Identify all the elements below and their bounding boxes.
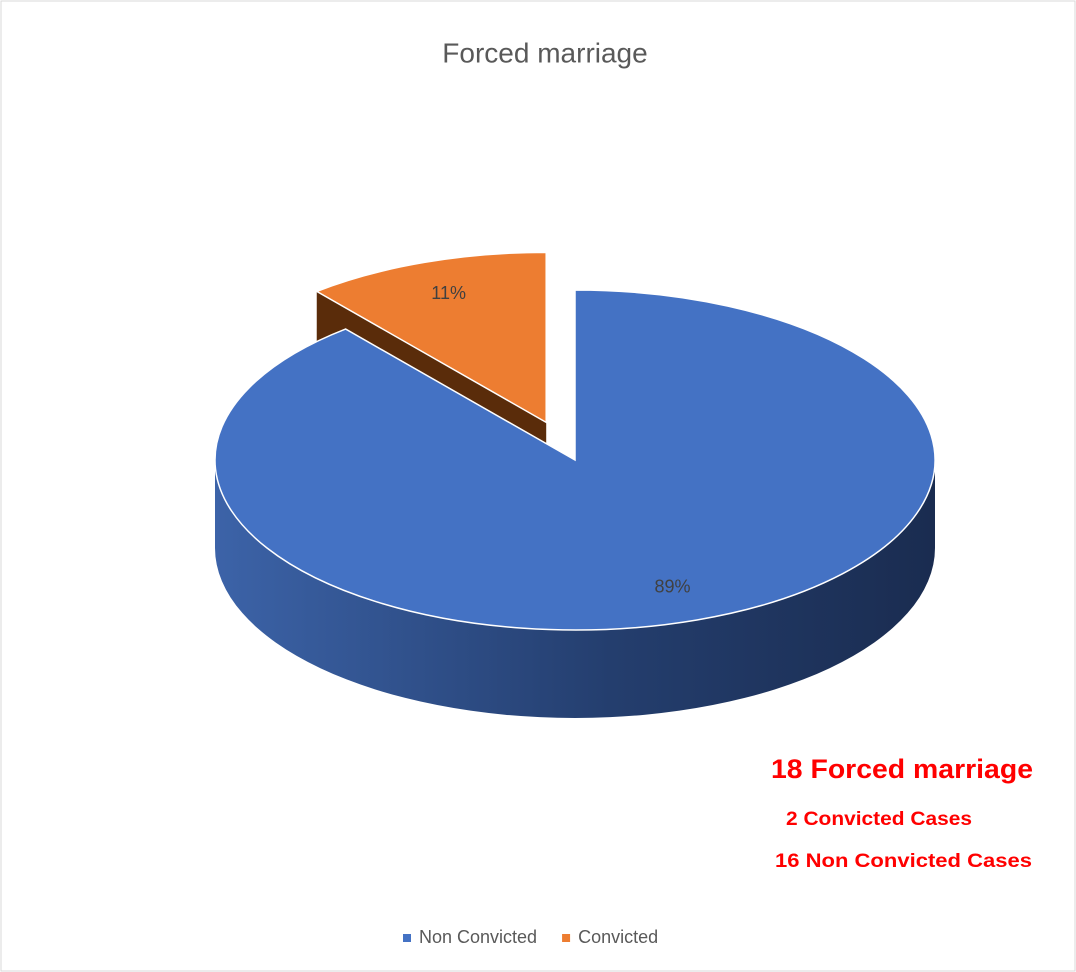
annotation: 2 Convicted Cases xyxy=(786,809,972,830)
slice xyxy=(314,251,547,424)
annotation: 18 Forced marriage xyxy=(771,754,1033,784)
slice-side xyxy=(215,460,935,718)
annotation: 16 Non Convicted Cases xyxy=(775,851,1032,872)
legend-label: Convicted xyxy=(578,927,658,947)
legend-label: Non Convicted xyxy=(419,927,537,947)
legend-swatch xyxy=(403,934,411,942)
data-label: 89% xyxy=(655,577,691,597)
chart-title: Forced marriage xyxy=(442,37,647,68)
data-label: 11% xyxy=(431,283,466,303)
pie: 11% 89% xyxy=(214,251,936,718)
legend: Non Convicted Convicted xyxy=(403,927,658,947)
slice xyxy=(214,289,936,631)
legend-swatch xyxy=(562,934,571,942)
